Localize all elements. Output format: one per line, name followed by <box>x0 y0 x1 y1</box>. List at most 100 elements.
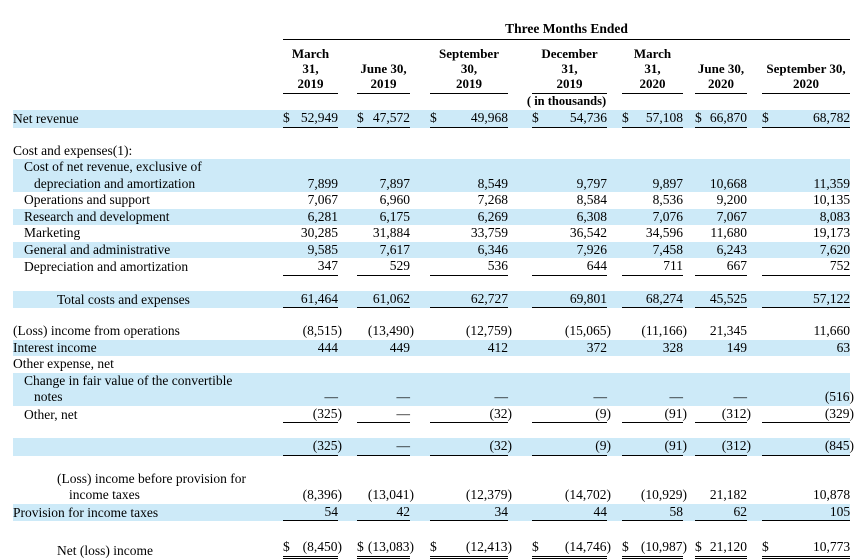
amount-value: — <box>396 389 411 404</box>
amount-box: 7,897 <box>357 176 410 193</box>
column-header-label: December 31, 2019 <box>532 46 607 94</box>
amount-cell: 6,281 <box>283 209 338 226</box>
amount-cell: 9,797 <box>508 159 607 192</box>
amount-cell: 61,464 <box>283 291 338 308</box>
amount-cell: $ (12,413) <box>410 536 512 560</box>
table-row: Interest income 444 449 412 372 328 149 63 <box>13 339 851 357</box>
amount-value: (13,490) <box>367 323 414 338</box>
amount-cell: (8,515) <box>283 323 342 340</box>
amount-cell <box>683 356 747 373</box>
row-label: Total costs and expenses <box>57 291 190 307</box>
amount-cell: 62,727 <box>410 291 508 308</box>
amount-box: 44 <box>532 504 607 521</box>
row-label: Operations and support <box>24 192 150 207</box>
amount-value: 7,617 <box>379 241 410 257</box>
table-row: Net revenue $52,949 $47,572 $49,968 $54,736 $… <box>13 110 851 128</box>
amount-box: (15,065) <box>532 323 611 340</box>
amount-cell: 8,549 <box>410 159 508 192</box>
amount-value: 412 <box>487 339 508 355</box>
row-label <box>13 438 283 456</box>
amount-value: (845) <box>824 438 855 453</box>
spacer-cell <box>13 276 850 291</box>
amount-box: 57,122 <box>762 291 851 308</box>
amount-cell: (15,065) <box>508 323 611 340</box>
amount-box: 6,346 <box>430 242 508 259</box>
amount-box: — <box>695 389 748 406</box>
amount-value: 7,268 <box>477 192 508 207</box>
amount-box: 21,345 <box>695 323 747 340</box>
amount-value: 8,536 <box>652 192 683 207</box>
amount-cell: (9) <box>508 438 611 456</box>
amount-cell: $54,736 <box>508 110 607 128</box>
amount-value: 105 <box>829 503 851 519</box>
table-row: Operations and support 7,067 6,960 7,268 8,5… <box>13 192 850 209</box>
amount-value: 21,182 <box>709 487 747 502</box>
amount-value: 54,736 <box>569 110 607 125</box>
amount-box: 667 <box>695 258 747 276</box>
amount-cell: — <box>683 373 748 406</box>
amount-cell: (12,379) <box>410 471 512 504</box>
amount-value: 8,549 <box>477 175 508 191</box>
amount-box: $49,968 <box>430 110 508 128</box>
amount-box: 8,083 <box>762 209 850 226</box>
row-label: General and administrative <box>24 241 171 257</box>
amount-cell: 7,268 <box>410 192 508 209</box>
amount-box: — <box>622 389 684 406</box>
amount-value: 11,359 <box>813 175 851 191</box>
amount-box: — <box>357 438 410 456</box>
amount-cell: $68,782 <box>747 110 851 128</box>
currency-symbol: $ <box>430 110 437 125</box>
amount-box: 34 <box>430 503 509 521</box>
amount-value: (14,746) <box>564 539 611 554</box>
spacer-cell <box>13 521 850 536</box>
table-row: Research and development 6,281 6,175 6,269 6… <box>13 208 851 226</box>
amount-value: — <box>494 389 509 404</box>
amount-value: (10,929) <box>640 487 687 502</box>
amount-box: (325) <box>283 438 342 456</box>
amount-cell: 10,668 <box>683 159 747 192</box>
amount-cell: (14,702) <box>508 471 611 504</box>
amount-cell: 7,926 <box>508 242 607 259</box>
amount-box: $68,782 <box>762 110 851 128</box>
amount-value: 644 <box>586 258 607 273</box>
amount-cell: 31,884 <box>338 225 410 242</box>
amount-cell <box>508 143 607 160</box>
amount-value: 47,572 <box>372 110 410 125</box>
amount-cell: 6,269 <box>410 209 508 226</box>
table-body: Net revenue $52,949 $47,572 $49,968 $54,736 $… <box>13 110 854 560</box>
amount-cell: 7,620 <box>747 242 850 259</box>
amount-cell <box>338 356 410 373</box>
currency-symbol: $ <box>283 539 290 554</box>
amount-box: (8,396) <box>283 487 342 504</box>
amount-box: 7,268 <box>430 192 508 209</box>
amount-cell: (329) <box>747 406 854 423</box>
row-label: Cost and expenses(1): <box>13 142 133 158</box>
amount-value: 34 <box>494 503 509 519</box>
amount-cell: (11,166) <box>607 323 687 340</box>
amount-value: (312) <box>721 438 751 453</box>
amount-value: (13,041) <box>367 487 414 502</box>
amount-cell <box>283 143 338 160</box>
amount-value: 667 <box>726 258 747 273</box>
amount-value: (9) <box>595 405 611 421</box>
amount-box: 444 <box>283 340 338 357</box>
amount-box: (13,490) <box>357 323 414 340</box>
amount-value: 6,243 <box>716 241 747 257</box>
amount-value: 10,668 <box>709 175 747 191</box>
currency-symbol: $ <box>695 539 702 554</box>
amount-box: $ (8,450) <box>283 539 342 558</box>
amount-box: 9,897 <box>622 176 683 193</box>
amount-box: (845) <box>762 438 854 456</box>
amount-box: 10,878 <box>762 487 850 504</box>
amount-box: 34,596 <box>622 225 683 242</box>
table-row: Other expense, net <box>13 356 850 373</box>
amount-cell: (516) <box>747 373 854 406</box>
amount-cell: (10,929) <box>607 471 687 504</box>
amount-box: 9,200 <box>695 192 747 209</box>
row-label: Interest income <box>13 339 97 355</box>
amount-box: $ (13,083) <box>357 539 414 558</box>
amount-cell: 34,596 <box>607 225 683 242</box>
amount-cell: 9,200 <box>683 192 747 209</box>
amount-box: 19,173 <box>762 225 850 242</box>
